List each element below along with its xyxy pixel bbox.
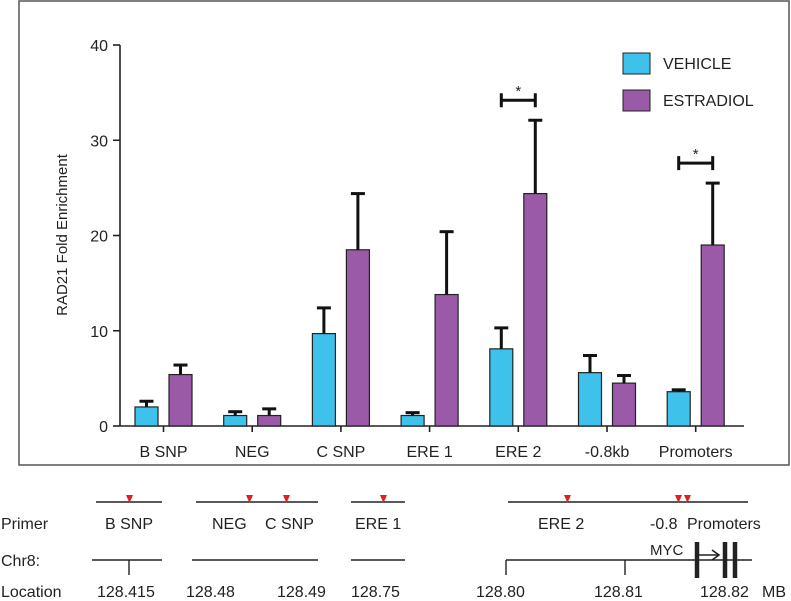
x-tick-label: Promoters	[659, 444, 733, 461]
primer-label: C SNP	[265, 516, 314, 533]
bar-vehicle-4	[489, 348, 514, 427]
x-tick-label: ERE 1	[406, 444, 452, 461]
y-axis-label: RAD21 Fold Enrichment	[54, 153, 71, 316]
legend: VEHICLE ESTRADIOL	[622, 52, 754, 112]
primer-label: NEG	[212, 516, 247, 533]
location-label: 128.49	[277, 584, 326, 601]
primer-marker	[564, 495, 571, 503]
x-tick-label: ERE 2	[495, 444, 541, 461]
bar-vehicle-1	[223, 414, 248, 427]
row-label-chr: Chr8:	[1, 553, 40, 570]
x-tick-label: C SNP	[316, 444, 365, 461]
significance-markers: **	[499, 83, 715, 171]
bar-vehicle-2	[311, 333, 336, 427]
y-tick-label: 0	[99, 419, 108, 436]
primer-marker	[246, 495, 253, 503]
bar-estradiol-3	[434, 293, 459, 427]
significance-star: *	[515, 83, 521, 100]
primer-marker	[675, 495, 682, 503]
chart-frame	[18, 0, 790, 466]
primer-label: ERE 1	[355, 516, 401, 533]
location-label: 128.48	[186, 584, 235, 601]
bar-estradiol-6	[700, 244, 725, 427]
legend-swatch-estradiol	[622, 89, 651, 112]
significance-star: *	[693, 146, 699, 163]
y-tick-label: 40	[90, 38, 108, 55]
primer-label: B SNP	[105, 516, 153, 533]
myc-arrow-head	[711, 549, 721, 561]
x-tick-labels: B SNP NEG C SNP ERE 1 ERE 2 -0.8kb Promoters	[139, 426, 733, 461]
row-label-location: Location	[1, 584, 62, 601]
bar-vehicle-0	[134, 406, 159, 427]
genomic-map: Primer Chr8: Location B SNP NEG C SNP ER…	[1, 495, 786, 601]
x-tick-label: -0.8kb	[585, 444, 630, 461]
y-ticks: 0 10 20 30 40	[90, 38, 120, 436]
location-label: 128.81	[594, 584, 643, 601]
primer-label: ERE 2	[538, 516, 584, 533]
bar-estradiol-0	[168, 373, 193, 427]
primer-label: Promoters	[687, 516, 761, 533]
legend-label-vehicle: VEHICLE	[663, 56, 731, 73]
location-label: 128.415	[97, 584, 155, 601]
x-tick-label: NEG	[235, 444, 270, 461]
bar-vehicle-3	[400, 414, 425, 427]
y-tick-label: 10	[90, 324, 108, 341]
bar-estradiol-2	[345, 249, 370, 427]
primer-marker	[380, 495, 387, 503]
bar-vehicle-5	[577, 372, 603, 427]
location-label: 128.82	[700, 584, 749, 601]
x-tick-label: B SNP	[139, 444, 187, 461]
bar-estradiol-5	[611, 382, 637, 427]
gene-label-myc: MYC	[650, 542, 684, 559]
bars	[134, 192, 725, 427]
y-tick-label: 30	[90, 133, 108, 150]
location-label: 128.80	[476, 584, 525, 601]
primer-marker	[283, 495, 290, 503]
legend-label-estradiol: ESTRADIOL	[663, 93, 754, 110]
y-tick-label: 20	[90, 229, 108, 246]
bar-vehicle-6	[666, 391, 691, 427]
location-label: 128.75	[351, 584, 400, 601]
primer-marker	[126, 495, 133, 503]
error-bars	[139, 118, 720, 416]
bar-estradiol-4	[523, 192, 548, 427]
primer-label: -0.8	[650, 516, 678, 533]
location-units: MB	[762, 584, 786, 601]
bar-estradiol-1	[257, 414, 282, 427]
row-label-primer: Primer	[1, 516, 49, 533]
legend-swatch-vehicle	[622, 52, 651, 75]
primer-marker	[684, 495, 691, 503]
